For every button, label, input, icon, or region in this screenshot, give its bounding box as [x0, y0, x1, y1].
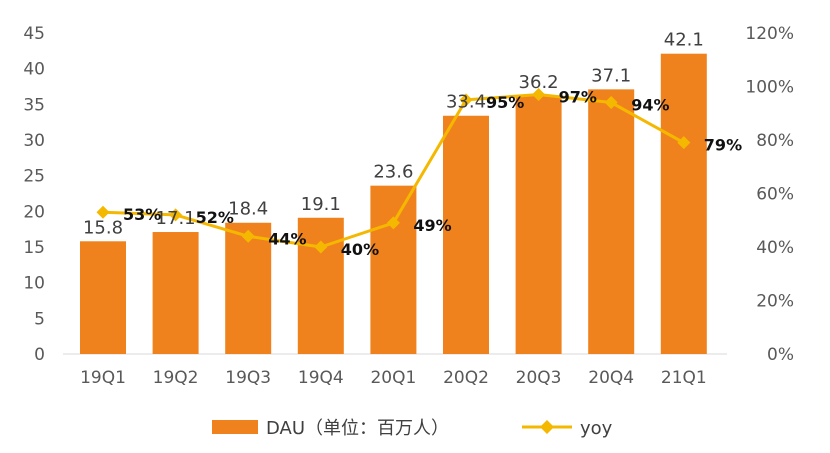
left-tick-label: 25	[23, 167, 45, 187]
x-tick-label: 19Q3	[225, 368, 271, 388]
yoy-value-label: 79%	[704, 136, 742, 155]
bar-value-label: 37.1	[591, 65, 631, 86]
bar-value-label: 19.1	[301, 194, 341, 215]
right-tick-label: 0%	[767, 345, 794, 365]
bar-value-label: 33.4	[446, 92, 486, 113]
left-tick-label: 30	[23, 131, 45, 151]
legend-label-dau: DAU（单位：百万人）	[266, 418, 449, 439]
yoy-value-label: 44%	[268, 229, 306, 248]
yoy-line-group	[96, 88, 691, 254]
x-tick-label: 21Q1	[661, 368, 707, 388]
left-tick-label: 20	[23, 202, 45, 222]
yoy-marker	[459, 93, 473, 107]
x-tick-label: 19Q2	[153, 368, 199, 388]
yoy-marker	[241, 229, 255, 243]
right-tick-label: 100%	[745, 78, 794, 98]
dau-bar	[152, 232, 199, 354]
left-tick-label: 0	[34, 345, 45, 365]
yoy-value-label: 49%	[413, 216, 451, 235]
x-tick-label: 19Q1	[80, 368, 126, 388]
yoy-marker	[604, 96, 618, 110]
left-tick-label: 35	[23, 95, 45, 115]
right-tick-label: 120%	[745, 24, 794, 44]
x-tick-label: 20Q1	[370, 368, 416, 388]
yoy-value-labels: 53% 52% 44% 40% 49% 95% 97% 94% 79%	[123, 88, 742, 259]
legend-label-yoy: yoy	[580, 418, 613, 439]
yoy-marker	[677, 136, 691, 150]
legend: DAU（单位：百万人） yoy	[212, 418, 613, 439]
dau-bars	[80, 53, 707, 355]
yoy-value-label: 97%	[559, 88, 597, 107]
right-tick-label: 60%	[756, 185, 794, 205]
dau-bar	[660, 53, 707, 354]
yoy-marker	[532, 88, 546, 102]
right-tick-label: 40%	[756, 238, 794, 258]
dau-bar	[443, 115, 489, 354]
dau-bar	[515, 95, 562, 355]
left-tick-label: 10	[23, 274, 45, 294]
bar-value-labels: 15.8 17.1 18.4 19.1 23.6 33.4 36.2 37.1 42.1	[83, 30, 704, 239]
x-axis-ticks: 19Q1 19Q2 19Q3 19Q4 20Q1 20Q2 20Q3 20Q4 21Q1	[80, 368, 707, 388]
x-tick-label: 20Q4	[588, 368, 634, 388]
left-axis-ticks: 0 5 10 15 20 25 30 35 40 45	[23, 24, 45, 365]
legend-marker-yoy	[540, 420, 554, 434]
dau-bar	[80, 241, 126, 354]
right-axis-ticks: 0% 20% 40% 60% 80% 100% 120%	[745, 24, 794, 365]
right-tick-label: 20%	[756, 292, 794, 312]
left-tick-label: 15	[23, 238, 45, 258]
x-tick-label: 20Q3	[516, 368, 562, 388]
bar-value-label: 18.4	[228, 199, 268, 220]
left-tick-label: 5	[34, 309, 45, 329]
dau-bar	[225, 222, 272, 354]
bar-value-label: 15.8	[83, 217, 123, 238]
x-tick-label: 19Q4	[298, 368, 344, 388]
yoy-value-label: 95%	[486, 93, 524, 112]
yoy-value-label: 94%	[631, 96, 669, 115]
yoy-marker	[96, 205, 110, 219]
yoy-marker	[386, 216, 400, 230]
x-tick-label: 20Q2	[443, 368, 489, 388]
yoy-value-label: 40%	[341, 240, 379, 259]
bar-value-label: 36.2	[519, 72, 559, 93]
yoy-marker	[314, 240, 328, 254]
bar-value-label: 42.1	[664, 30, 704, 51]
bar-value-label: 23.6	[373, 162, 413, 183]
yoy-marker	[169, 208, 183, 222]
dau-bar	[588, 89, 635, 354]
legend-swatch-dau	[212, 420, 258, 434]
dau-bar	[370, 185, 417, 354]
right-tick-label: 80%	[756, 131, 794, 151]
bar-value-label: 17.1	[156, 208, 196, 229]
left-tick-label: 40	[23, 60, 45, 80]
yoy-value-label: 52%	[196, 208, 234, 227]
yoy-value-label: 53%	[123, 205, 161, 224]
left-tick-label: 45	[23, 24, 45, 44]
